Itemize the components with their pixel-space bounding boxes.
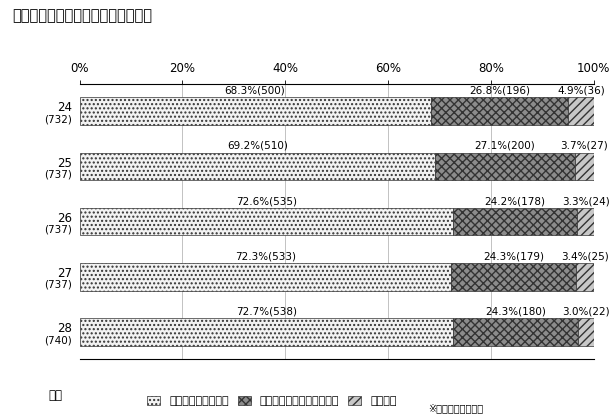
Text: 28: 28: [57, 322, 72, 335]
Bar: [80, 263, 451, 291]
Bar: [80, 318, 453, 346]
Text: ・「倫理・マナー教育」の実施割合: ・「倫理・マナー教育」の実施割合: [12, 8, 152, 23]
Legend: 全学生に対して実施, 一部・希望者に対して実施, 実施なし: 全学生に対して実施, 一部・希望者に対して実施, 実施なし: [147, 396, 397, 406]
Text: 25: 25: [57, 157, 72, 170]
Bar: [80, 153, 435, 180]
Bar: [431, 97, 569, 125]
Text: (740): (740): [44, 335, 72, 345]
Text: (737): (737): [44, 225, 72, 235]
Bar: [453, 208, 577, 235]
Text: 4.9%(36): 4.9%(36): [557, 86, 605, 96]
Text: ※（）内は大学数。: ※（）内は大学数。: [428, 403, 483, 413]
Text: 24: 24: [57, 102, 72, 115]
Text: 68.3%(500): 68.3%(500): [225, 86, 285, 96]
Text: 年度: 年度: [48, 388, 62, 402]
Text: 27.1%(200): 27.1%(200): [474, 141, 536, 151]
Text: 72.3%(533): 72.3%(533): [235, 251, 296, 261]
Text: 72.6%(535): 72.6%(535): [236, 196, 297, 206]
Text: 72.7%(538): 72.7%(538): [236, 306, 297, 316]
Bar: [577, 208, 594, 235]
Text: 24.3%(179): 24.3%(179): [483, 251, 544, 261]
Text: (737): (737): [44, 170, 72, 180]
Text: 3.3%(24): 3.3%(24): [562, 196, 610, 206]
Bar: [569, 97, 594, 125]
Bar: [80, 208, 453, 235]
Text: 3.7%(27): 3.7%(27): [560, 141, 608, 151]
Bar: [435, 153, 575, 180]
Text: 24.3%(180): 24.3%(180): [485, 306, 546, 316]
Bar: [578, 318, 594, 346]
Bar: [80, 97, 431, 125]
Text: (737): (737): [44, 280, 72, 290]
Text: 26: 26: [57, 212, 72, 225]
Text: 24.2%(178): 24.2%(178): [485, 196, 545, 206]
Text: 69.2%(510): 69.2%(510): [227, 141, 288, 151]
Text: 3.4%(25): 3.4%(25): [561, 251, 609, 261]
Bar: [451, 263, 576, 291]
Text: 3.0%(22): 3.0%(22): [562, 306, 610, 316]
Bar: [576, 263, 594, 291]
Text: (732): (732): [44, 115, 72, 125]
Text: 27: 27: [57, 267, 72, 280]
Bar: [575, 153, 594, 180]
Text: 26.8%(196): 26.8%(196): [469, 86, 530, 96]
Bar: [453, 318, 578, 346]
